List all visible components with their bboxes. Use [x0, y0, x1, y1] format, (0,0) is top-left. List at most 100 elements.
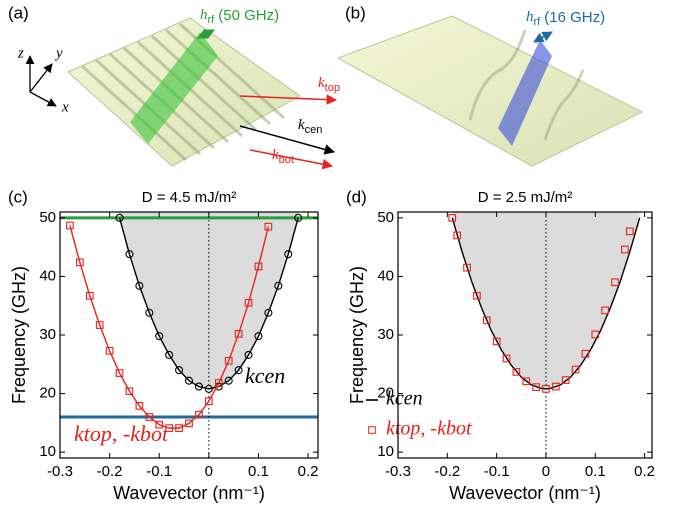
- series-line: [69, 225, 270, 429]
- data-point: [66, 221, 74, 230]
- x-tick-label: 0: [205, 463, 213, 480]
- axis-name: y: [54, 45, 63, 61]
- data-point: [625, 227, 634, 236]
- data-point: [234, 366, 243, 375]
- field-plane: [498, 40, 552, 146]
- wave-arrow: [239, 125, 336, 155]
- legend-label: kcen: [386, 388, 423, 410]
- panel-label: (a): [8, 3, 29, 22]
- chart-title: D = 2.5 mJ/m²: [478, 189, 573, 206]
- data-point: [185, 419, 193, 428]
- data-point: [502, 354, 511, 363]
- data-point: [95, 321, 104, 329]
- series-label: kcen: [245, 363, 285, 388]
- data-point: [105, 346, 114, 355]
- x-tick-label: -0.1: [146, 463, 172, 480]
- data-point: [591, 330, 600, 339]
- wave-label: ktop: [318, 75, 340, 93]
- y-tick-label: 30: [377, 326, 394, 343]
- data-point: [184, 376, 194, 385]
- data-point: [155, 332, 164, 341]
- x-tick-label: 0.1: [585, 463, 606, 480]
- y-tick-label: 10: [377, 443, 394, 460]
- data-point: [571, 365, 580, 374]
- y-tick-label: 10: [39, 443, 56, 460]
- axes-triad: [25, 55, 57, 107]
- y-axis-label: Frequency (GHz): [347, 266, 367, 404]
- x-tick-label: -0.2: [434, 463, 460, 480]
- data-point: [542, 385, 550, 393]
- x-tick-label: 0.2: [634, 463, 655, 480]
- data-point: [448, 214, 457, 222]
- wave-label: kbot: [272, 147, 294, 165]
- data-point: [284, 250, 293, 259]
- data-point: [532, 383, 540, 391]
- data-point: [155, 420, 164, 429]
- data-point: [125, 250, 134, 259]
- x-tick-label: -0.3: [47, 463, 73, 480]
- data-point: [175, 424, 183, 432]
- charts: (c) D = 4.5 mJ/m² kcen ktop, -kbot -0.3 -0.2 -…: [8, 187, 655, 502]
- data-point: [244, 350, 253, 359]
- data-point: [512, 368, 521, 376]
- x-axis-label: Wavevector (nm⁻¹): [113, 483, 265, 503]
- data-point: [214, 379, 223, 387]
- legend-label: ktop, -kbot: [386, 418, 472, 440]
- y-tick-label: 40: [39, 267, 56, 284]
- x-tick-label: -0.1: [484, 463, 510, 480]
- y-tick-label: 20: [377, 385, 394, 402]
- y-tick-label: 30: [39, 326, 56, 343]
- data-point: [601, 306, 609, 315]
- data-point: [135, 281, 144, 290]
- data-point: [204, 384, 213, 393]
- y-tick-label: 40: [377, 267, 394, 284]
- data-point: [75, 258, 84, 267]
- y-tick-label: 50: [377, 209, 394, 226]
- panel-b: (b) hrf (16 GHz): [336, 3, 644, 167]
- data-point: [611, 278, 619, 287]
- data-point: [115, 213, 124, 222]
- data-point: [551, 382, 560, 391]
- data-point: [264, 222, 273, 231]
- series-line: [118, 217, 299, 390]
- field-plane: [130, 32, 218, 144]
- panel-label: (d): [346, 187, 367, 206]
- field-arrow: [533, 31, 553, 43]
- data-point: [125, 387, 134, 396]
- x-tick-label: 0.2: [298, 463, 319, 480]
- surface: [336, 15, 644, 167]
- data-point: [254, 332, 263, 341]
- data-point: [473, 291, 481, 300]
- data-point: [294, 213, 303, 222]
- data-point: [165, 350, 174, 359]
- data-point: [621, 245, 629, 254]
- field-arrow: [197, 29, 215, 39]
- data-point: [224, 376, 233, 385]
- data-point: [85, 291, 94, 300]
- x-tick-label: 0.1: [248, 463, 269, 480]
- panel-label: (b): [345, 3, 366, 22]
- wave-label: kcen: [298, 117, 322, 135]
- field-label: hrf (16 GHz): [526, 9, 605, 28]
- data-point: [453, 231, 462, 240]
- wave-arrow: [249, 149, 334, 170]
- panel-label: (c): [8, 187, 28, 206]
- data-point: [135, 402, 144, 410]
- data-point: [482, 316, 491, 325]
- y-tick-label: 20: [39, 385, 56, 402]
- y-tick-label: 50: [39, 209, 56, 226]
- data-point: [234, 329, 243, 338]
- series-line: [451, 217, 641, 390]
- data-point: [264, 308, 273, 317]
- x-tick-label: -0.3: [385, 463, 411, 480]
- data-point: [145, 308, 154, 317]
- surface-waves: [468, 29, 585, 141]
- legend-swatch: [368, 426, 376, 434]
- data-point: [492, 337, 501, 346]
- chart-title: D = 4.5 mJ/m²: [142, 189, 237, 206]
- data-point: [145, 413, 154, 421]
- data-point: [115, 369, 124, 377]
- x-tick-label: 0: [542, 463, 550, 480]
- y-axis-label: Frequency (GHz): [9, 266, 29, 404]
- data-point: [194, 382, 203, 391]
